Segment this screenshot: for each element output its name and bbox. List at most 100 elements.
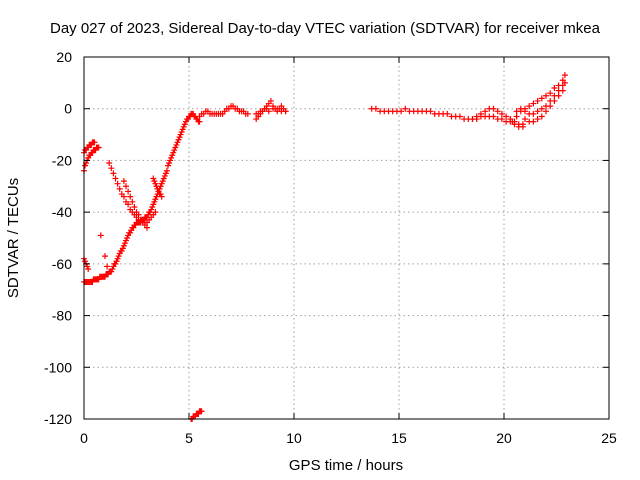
x-axis-label: GPS time / hours bbox=[289, 457, 403, 474]
data-point bbox=[114, 180, 121, 187]
y-tick-labels: 20 0 -20 -40 -60 -80 -100 -120 bbox=[44, 49, 72, 427]
data-point bbox=[509, 118, 516, 125]
y-tick-label: -40 bbox=[52, 204, 72, 220]
data-point bbox=[551, 85, 558, 92]
x-tick-label: 25 bbox=[601, 430, 617, 446]
data-point bbox=[522, 108, 528, 115]
data-point bbox=[555, 92, 562, 99]
data-series-5 bbox=[106, 160, 159, 226]
data-series-1 bbox=[81, 144, 102, 174]
data-point bbox=[163, 167, 170, 174]
data-point bbox=[104, 263, 111, 270]
y-tick-label: -20 bbox=[52, 152, 72, 168]
data-point bbox=[265, 108, 272, 115]
data-point bbox=[473, 116, 480, 123]
y-tick-label: 0 bbox=[64, 101, 72, 117]
data-series-0 bbox=[81, 110, 203, 285]
data-point bbox=[282, 108, 289, 115]
data-point bbox=[543, 108, 549, 115]
data-point bbox=[534, 97, 541, 104]
data-point bbox=[123, 183, 129, 190]
data-point bbox=[97, 232, 104, 239]
data-point bbox=[561, 79, 568, 86]
data-point bbox=[547, 90, 554, 97]
data-point bbox=[106, 160, 113, 167]
grid-lines bbox=[84, 57, 609, 419]
data-point bbox=[513, 113, 520, 120]
data-points bbox=[81, 72, 568, 422]
data-point bbox=[120, 193, 127, 200]
y-tick-label: -120 bbox=[44, 411, 72, 427]
data-point bbox=[110, 170, 117, 177]
data-point bbox=[129, 198, 136, 205]
y-tick-label: -60 bbox=[52, 256, 72, 272]
y-tick-label: -80 bbox=[52, 308, 72, 324]
y-tick-label: -100 bbox=[44, 359, 72, 375]
data-point bbox=[503, 113, 510, 120]
data-point bbox=[551, 97, 558, 104]
data-point bbox=[482, 108, 489, 115]
data-point bbox=[538, 95, 545, 102]
data-point bbox=[538, 105, 545, 112]
data-point bbox=[372, 105, 379, 112]
data-point bbox=[519, 123, 526, 130]
data-series-11 bbox=[253, 105, 289, 117]
data-point bbox=[116, 185, 123, 192]
data-point bbox=[444, 110, 451, 117]
data-point bbox=[538, 113, 545, 120]
data-point bbox=[102, 253, 108, 260]
data-point bbox=[517, 105, 524, 112]
data-point bbox=[561, 72, 568, 79]
x-tick-label: 5 bbox=[185, 430, 193, 446]
data-series-10 bbox=[253, 97, 289, 123]
data-point bbox=[526, 103, 533, 110]
data-series-15 bbox=[513, 79, 568, 117]
data-series-13 bbox=[469, 113, 526, 130]
data-point bbox=[274, 105, 281, 112]
data-series-4 bbox=[97, 232, 111, 270]
data-point bbox=[398, 108, 405, 115]
data-point bbox=[158, 193, 165, 200]
data-point bbox=[112, 175, 119, 182]
data-point bbox=[196, 118, 203, 125]
data-point bbox=[108, 165, 115, 172]
data-series-6 bbox=[120, 178, 150, 231]
x-tick-label: 10 bbox=[286, 430, 302, 446]
data-point bbox=[522, 116, 528, 123]
data-point bbox=[198, 408, 205, 415]
data-point bbox=[559, 87, 566, 94]
data-point bbox=[152, 209, 159, 216]
data-point bbox=[534, 108, 541, 115]
data-point bbox=[91, 139, 98, 146]
data-point bbox=[125, 201, 132, 208]
data-point bbox=[498, 116, 505, 123]
data-point bbox=[534, 116, 541, 123]
data-point bbox=[127, 193, 134, 200]
data-point bbox=[120, 178, 127, 185]
y-axis-label: SDTVAR / TECUs bbox=[5, 178, 22, 298]
data-point bbox=[494, 108, 501, 115]
data-point bbox=[144, 224, 150, 231]
data-point bbox=[530, 110, 537, 117]
data-point bbox=[543, 92, 549, 99]
data-point bbox=[95, 144, 102, 151]
data-series-14 bbox=[509, 72, 568, 125]
data-point bbox=[85, 266, 92, 273]
data-point bbox=[402, 105, 409, 112]
data-point bbox=[125, 188, 132, 195]
data-series-7 bbox=[150, 175, 165, 200]
data-point bbox=[490, 105, 497, 112]
data-series-8 bbox=[188, 408, 205, 422]
data-point bbox=[427, 108, 434, 115]
axis-ticks bbox=[83, 56, 610, 420]
data-point bbox=[530, 118, 537, 125]
data-point bbox=[456, 113, 463, 120]
data-series-9 bbox=[196, 103, 251, 120]
data-point bbox=[135, 211, 142, 218]
data-point bbox=[131, 203, 138, 210]
plot-frame bbox=[83, 56, 610, 420]
data-series-16 bbox=[522, 87, 566, 125]
data-point bbox=[498, 110, 505, 117]
x-tick-labels: 0 5 10 15 20 25 bbox=[80, 430, 617, 446]
